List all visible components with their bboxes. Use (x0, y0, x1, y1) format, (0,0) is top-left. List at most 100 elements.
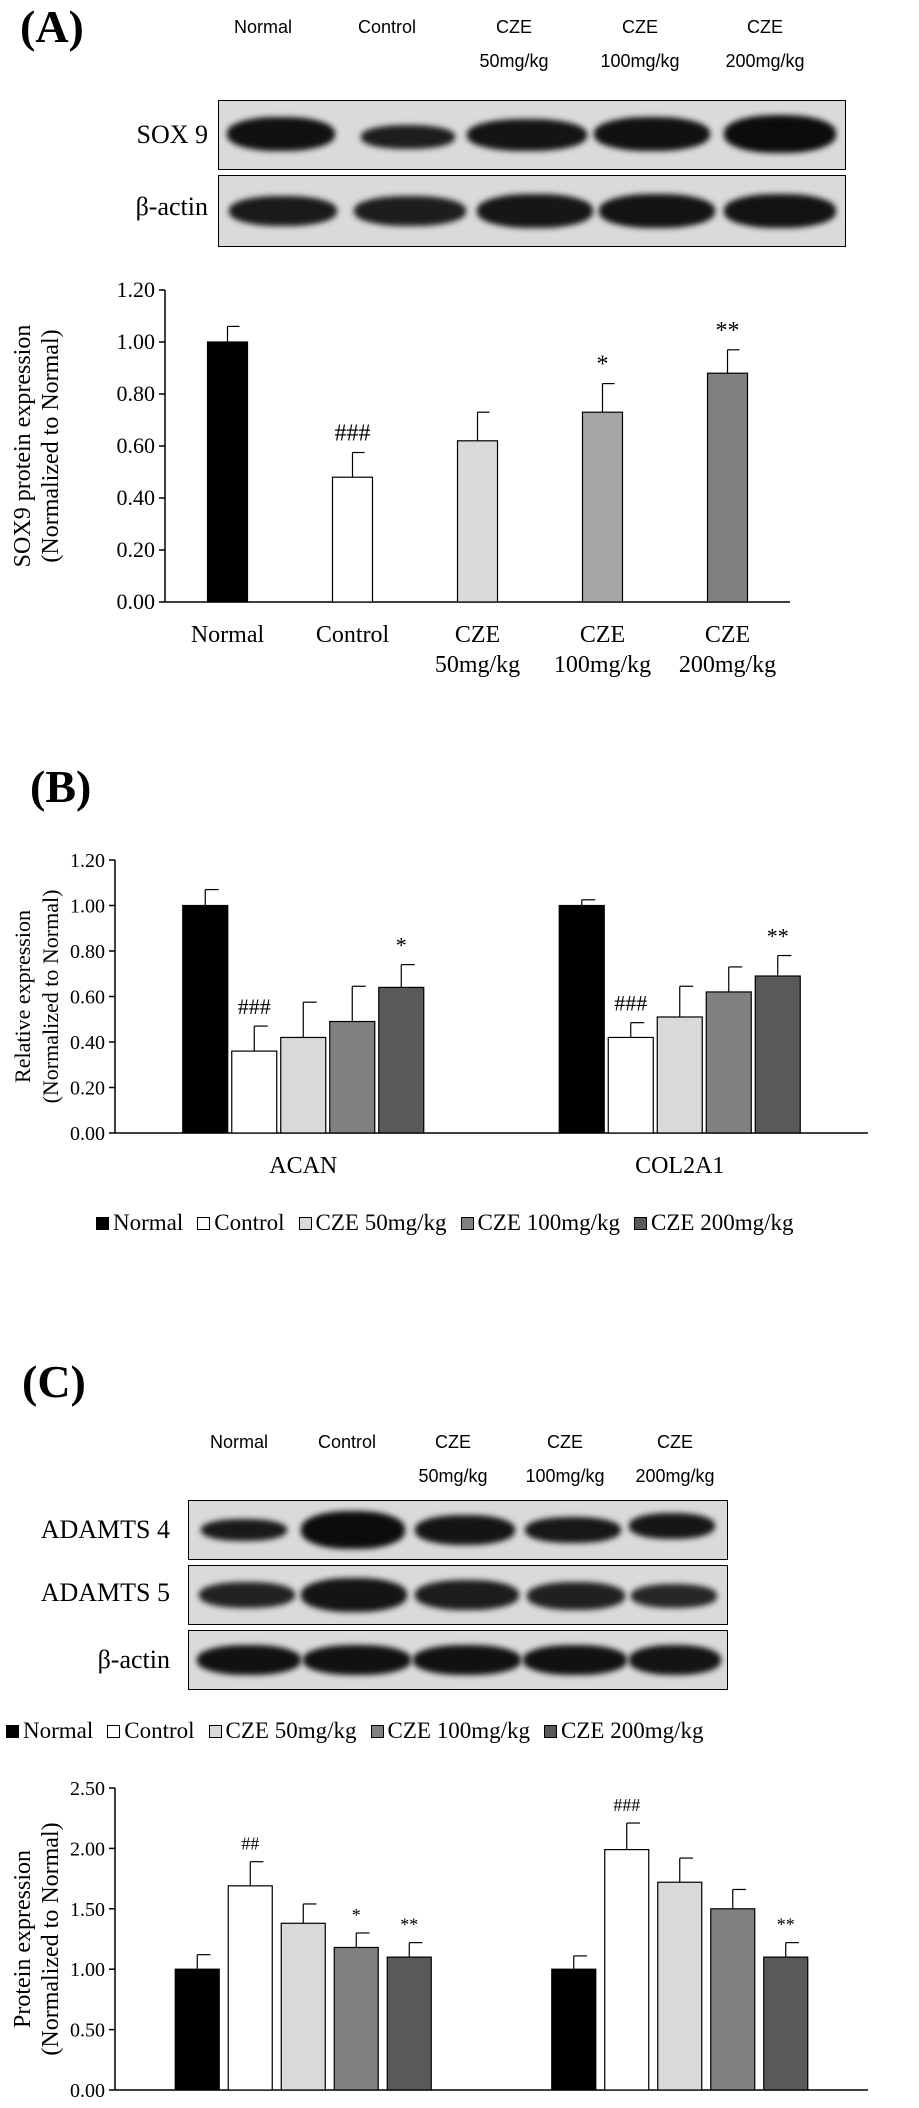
x-tick-label: COL2A1 (635, 1153, 724, 1179)
legend-label: Control (124, 1718, 195, 1743)
y-tick-label: 0.60 (70, 987, 105, 1009)
blot-a-lane-label: Control (357, 17, 417, 37)
significance-label: ### (238, 994, 271, 1019)
blot-band (631, 1584, 717, 1608)
significance-label: ### (335, 421, 371, 447)
significance-label: ** (777, 1915, 795, 1935)
y-tick-label: 1.00 (70, 896, 105, 918)
legend-swatch (197, 1216, 211, 1230)
legend-label: CZE 50mg/kg (315, 1210, 447, 1235)
blot-a-lane-label: CZE 200mg/kg (725, 17, 805, 71)
blot-band (477, 194, 593, 228)
legend-c: Normal Control CZE 50mg/kg CZE 100mg/kg … (6, 1718, 704, 1744)
x-tick-label: 200mg/kg (679, 652, 776, 678)
legend-swatch (460, 1216, 474, 1230)
y-tick-label: 1.00 (70, 1959, 105, 1981)
y-tick-label: 0.00 (117, 589, 156, 614)
blot-c-lane-label: CZE 100mg/kg (525, 1432, 605, 1486)
legend-swatch (96, 1216, 109, 1230)
y-axis-label-2: (Normalized to Normal) (38, 890, 63, 1104)
blot-c-lane-label: Control (317, 1432, 377, 1452)
blot-c-actin-image (188, 1630, 728, 1690)
x-tick-label: 100mg/kg (554, 652, 651, 678)
legend-item: CZE 50mg/kg (208, 1718, 357, 1744)
bar (551, 1968, 597, 2091)
y-tick-label: 0.20 (117, 537, 156, 562)
legend-label: Control (214, 1210, 285, 1235)
y-tick-label: 0.00 (70, 1123, 105, 1145)
significance-label: * (352, 1905, 361, 1925)
legend-label: CZE 100mg/kg (477, 1210, 621, 1235)
bar (581, 411, 624, 603)
legend-label: CZE 200mg/kg (651, 1210, 794, 1235)
bar (607, 1036, 654, 1134)
legend-label: CZE 50mg/kg (225, 1718, 357, 1743)
legend-item: CZE 50mg/kg (298, 1210, 447, 1236)
y-axis-label-2: (Normalized to Normal) (38, 1822, 64, 2055)
bar (227, 1885, 273, 2091)
y-tick-label: 0.80 (70, 941, 105, 963)
blot-c-row-label-adamts4: ADAMTS 4 (40, 1515, 170, 1544)
legend-label: CZE 100mg/kg (387, 1718, 531, 1743)
legend-swatch (634, 1216, 648, 1230)
blot-band (599, 194, 715, 228)
blot-a-sox9-image (218, 100, 846, 170)
blot-band (354, 196, 466, 226)
legend-swatch (370, 1724, 384, 1738)
chart-a: 0.00 0.20 0.40 0.60 0.80 1.00 1.20 SOX9 protein… (10, 277, 790, 678)
blot-a-lane-label: CZE 50mg/kg (479, 17, 549, 71)
x-tick-label: CZE (705, 622, 750, 648)
blot-band (229, 196, 337, 226)
legend-label: CZE 200mg/kg (561, 1718, 704, 1743)
x-tick-label: ACAN (269, 1153, 337, 1179)
x-tick-label: CZE (580, 622, 625, 648)
y-tick-label: 0.40 (117, 485, 156, 510)
legend-item: Normal (96, 1210, 183, 1236)
bar (763, 1956, 809, 2091)
blot-band (301, 1578, 407, 1612)
x-tick-label: Normal (191, 622, 265, 648)
blot-c-row-label-adamts5: ADAMTS 5 (40, 1578, 170, 1607)
legend-swatch (107, 1724, 121, 1738)
legend-item: CZE 200mg/kg (634, 1210, 794, 1236)
blot-band (594, 117, 710, 151)
panel-b-label: (B) (30, 761, 92, 812)
legend-swatch (544, 1724, 558, 1738)
legend-item: CZE 100mg/kg (460, 1210, 621, 1236)
blot-band (197, 1645, 301, 1675)
blot-band (361, 125, 455, 149)
blot-band (724, 194, 836, 228)
significance-label: * (597, 352, 609, 378)
significance-label: ### (614, 991, 647, 1016)
blot-band (629, 1513, 715, 1539)
chart-b: 0.00 0.20 0.40 0.60 0.80 1.00 1.20 Relative exp… (10, 850, 868, 1179)
legend-swatch (208, 1724, 222, 1738)
bar (231, 1050, 278, 1134)
blot-a-row-label-sox9: SOX 9 (136, 120, 208, 149)
y-tick-label: 1.20 (70, 850, 105, 872)
blot-band (629, 1645, 721, 1675)
blot-band (301, 1511, 405, 1549)
bar (280, 1036, 327, 1134)
significance-label: * (396, 933, 407, 958)
y-tick-label: 2.00 (70, 1838, 105, 1860)
y-axis-label-2: (Normalized to Normal) (38, 329, 64, 562)
bar (558, 904, 605, 1134)
blot-c-lane-label: Normal (209, 1432, 268, 1452)
y-tick-label: 0.80 (117, 381, 156, 406)
blot-band (415, 1515, 515, 1545)
significance-label: ** (400, 1915, 418, 1935)
significance-label: ** (767, 924, 789, 949)
y-axis-label: Protein expression (10, 1850, 36, 2028)
legend-swatch (6, 1724, 19, 1738)
blot-band (199, 1582, 295, 1608)
bar (329, 1020, 376, 1134)
blot-c-adamts4-image (188, 1500, 728, 1560)
bar (604, 1849, 650, 2091)
legend-b: Normal Control CZE 50mg/kg CZE 100mg/kg … (96, 1210, 794, 1236)
bar (386, 1956, 432, 2091)
bar (331, 476, 374, 603)
blot-band (201, 1519, 287, 1541)
blot-c-lane-label: CZE 50mg/kg (418, 1432, 488, 1486)
blot-band (724, 115, 836, 153)
